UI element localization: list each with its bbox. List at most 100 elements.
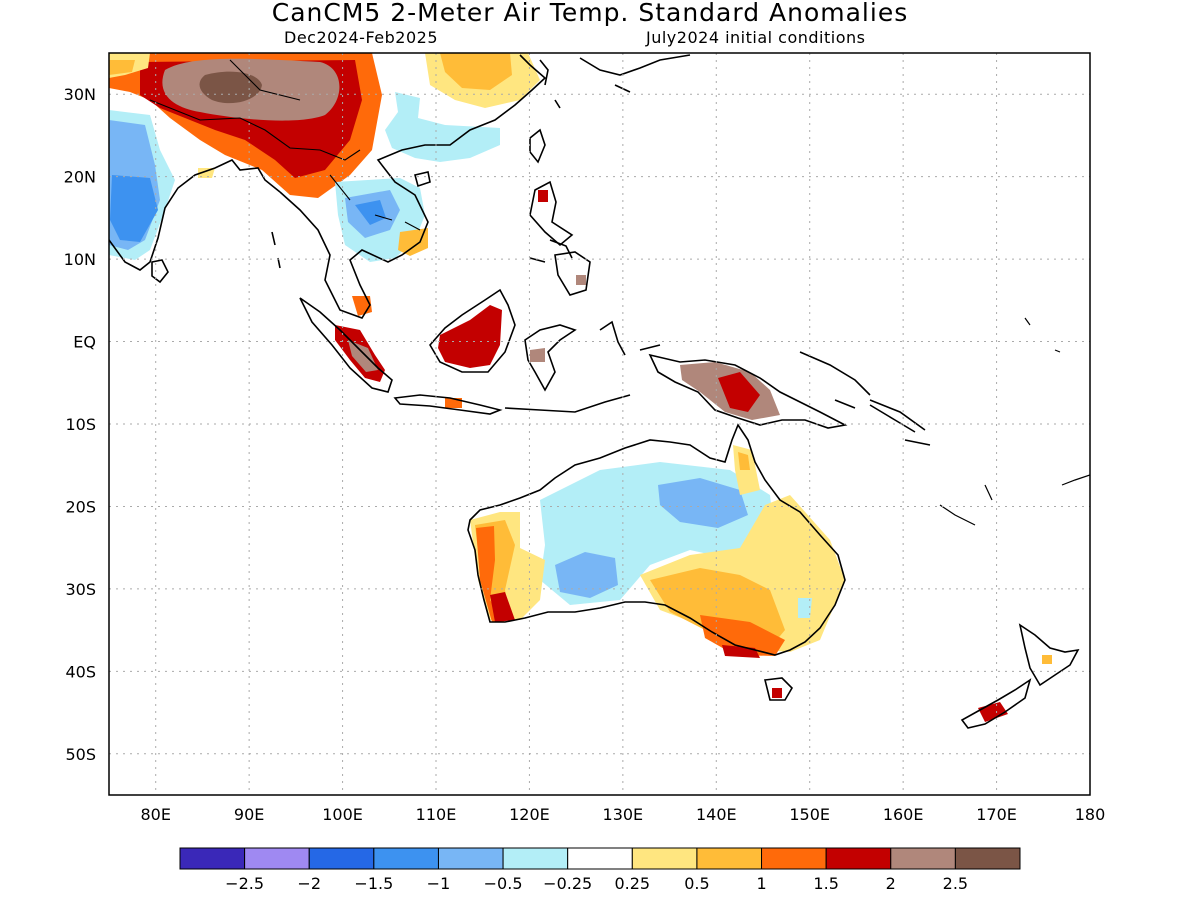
coastlines	[109, 54, 1090, 729]
shade-nz-north	[1042, 655, 1052, 664]
coast-borneo	[429, 288, 516, 373]
shade-vietnam-warm	[398, 228, 428, 256]
colorbar-swatch	[373, 847, 439, 870]
lat-tick-label: 20S	[65, 497, 96, 516]
shade-borneo-red	[438, 305, 502, 368]
lat-tick-label: 50S	[65, 745, 96, 764]
colorbar-swatch	[244, 847, 310, 870]
colorbar-tick-label: −1	[427, 874, 451, 893]
coast-bismarck	[799, 351, 916, 433]
coast-taiwan	[529, 128, 546, 164]
shade-png-red	[718, 372, 760, 412]
lat-tick-label: 30N	[64, 85, 96, 104]
colorbar-swatch	[308, 847, 375, 870]
colorbar-swatch	[437, 847, 504, 870]
shade-aus-ne-orange	[738, 452, 750, 470]
shade-nw-orange	[109, 60, 135, 75]
shade-aus-cool-south	[555, 552, 618, 598]
colorbar-swatch	[954, 847, 1021, 870]
colorbar-tick-label: 0.5	[684, 874, 709, 893]
colorbar-swatch	[631, 847, 698, 870]
shade-aus-west-red	[490, 592, 515, 622]
lon-tick-label: 90E	[234, 805, 264, 824]
coast-borders	[149, 59, 421, 231]
shade-china-orange	[440, 53, 512, 90]
lat-tick-label: 30S	[65, 580, 96, 599]
colorbar-swatch	[890, 847, 956, 870]
lon-tick-label: 100E	[322, 805, 363, 824]
coast-tasmania	[764, 677, 794, 701]
coast-visayas	[529, 239, 573, 263]
colorbar-tick-label: 1	[756, 874, 766, 893]
lon-tick-label: 80E	[140, 805, 170, 824]
lon-tick-label: 140E	[696, 805, 737, 824]
lon-tick-label: 150E	[789, 805, 830, 824]
coast-java	[393, 394, 503, 415]
colorbar-tick-label: 2	[886, 874, 896, 893]
colorbar-tick-label: 0.25	[614, 874, 650, 893]
colorbar-swatch	[567, 847, 633, 870]
anomaly-shading	[109, 53, 1052, 722]
coast-andaman	[271, 231, 281, 269]
colorbar-tick-label: 2.5	[943, 874, 968, 893]
lat-tick-label: 40S	[65, 662, 96, 681]
shade-tibet-darkbrown	[199, 71, 262, 104]
lat-tick-label: 10S	[65, 415, 96, 434]
shade-aus-e-cool	[798, 598, 812, 618]
forecast-period: Dec2024-Feb2025	[284, 28, 438, 47]
coast-hainan	[414, 171, 431, 188]
coast-nz-north	[1018, 623, 1080, 687]
shade-tas-red	[772, 688, 782, 698]
coast-indochina	[279, 54, 547, 319]
lon-tick-label: 130E	[603, 805, 644, 824]
shade-india-cool3	[110, 175, 158, 242]
latitude-labels: 30N 20N 10N EQ 10S 20S 30S 40S 50S	[64, 85, 96, 764]
coast-australia	[467, 423, 846, 656]
coast-lesser-sunda	[504, 394, 631, 413]
colorbar-swatch	[761, 847, 827, 870]
coast-moluccas	[599, 320, 661, 356]
colorbar-swatch	[825, 847, 892, 870]
coast-srilanka	[151, 259, 169, 284]
lat-tick-label: 20N	[64, 168, 96, 187]
map-frame	[108, 52, 1091, 796]
lon-tick-label: 120E	[509, 805, 550, 824]
shade-aus-cool-north	[658, 478, 748, 528]
coast-sulawesi	[524, 324, 577, 392]
coast-korea	[539, 59, 561, 109]
shade-aus-west-deep	[476, 526, 505, 622]
shade-indochina-cool3	[355, 200, 386, 225]
colorbar-tick-label: −1.5	[354, 874, 393, 893]
coast-luzon	[529, 180, 574, 247]
colorbar-tick-label: −2.5	[225, 874, 264, 893]
shade-phil-red	[538, 190, 548, 202]
colorbar-swatch	[696, 847, 763, 870]
colorbar-swatch	[179, 847, 246, 870]
colorbar	[179, 847, 1021, 870]
longitude-labels: 80E 90E 100E 110E 120E 130E 140E 150E 160E 170E 18…	[140, 805, 1105, 824]
lat-lon-grid	[109, 53, 1090, 795]
shade-sumatra-brown	[348, 340, 378, 372]
map-title: CanCM5 2-Meter Air Temp. Standard Anomal…	[271, 0, 909, 27]
shade-aus-se-deep	[700, 615, 785, 656]
coast-new-guinea	[648, 353, 848, 429]
colorbar-tick-label: −0.5	[484, 874, 523, 893]
colorbar-tick-label: 1.5	[813, 874, 838, 893]
coast-japan	[579, 54, 691, 93]
lon-tick-label: 180	[1075, 805, 1106, 824]
lat-tick-label: 10N	[64, 250, 96, 269]
lon-tick-label: 160E	[883, 805, 924, 824]
shade-sulawesi	[530, 348, 545, 362]
colorbar-tick-label: −2	[297, 874, 321, 893]
initial-conditions: July2024 initial conditions	[646, 28, 866, 47]
colorbar-swatch	[502, 847, 569, 870]
coast-mindanao	[554, 251, 591, 296]
colorbar-labels: −2.5 −2 −1.5 −1 −0.5 −0.25 0.25 0.5 1 1.5 2 2.5	[225, 874, 968, 893]
coast-sumatra	[299, 297, 393, 393]
coast-nz-south	[960, 678, 1032, 729]
shade-mindanao	[576, 275, 586, 285]
lat-tick-label: EQ	[73, 333, 96, 352]
lon-tick-label: 170E	[976, 805, 1017, 824]
coast-india	[109, 159, 281, 271]
